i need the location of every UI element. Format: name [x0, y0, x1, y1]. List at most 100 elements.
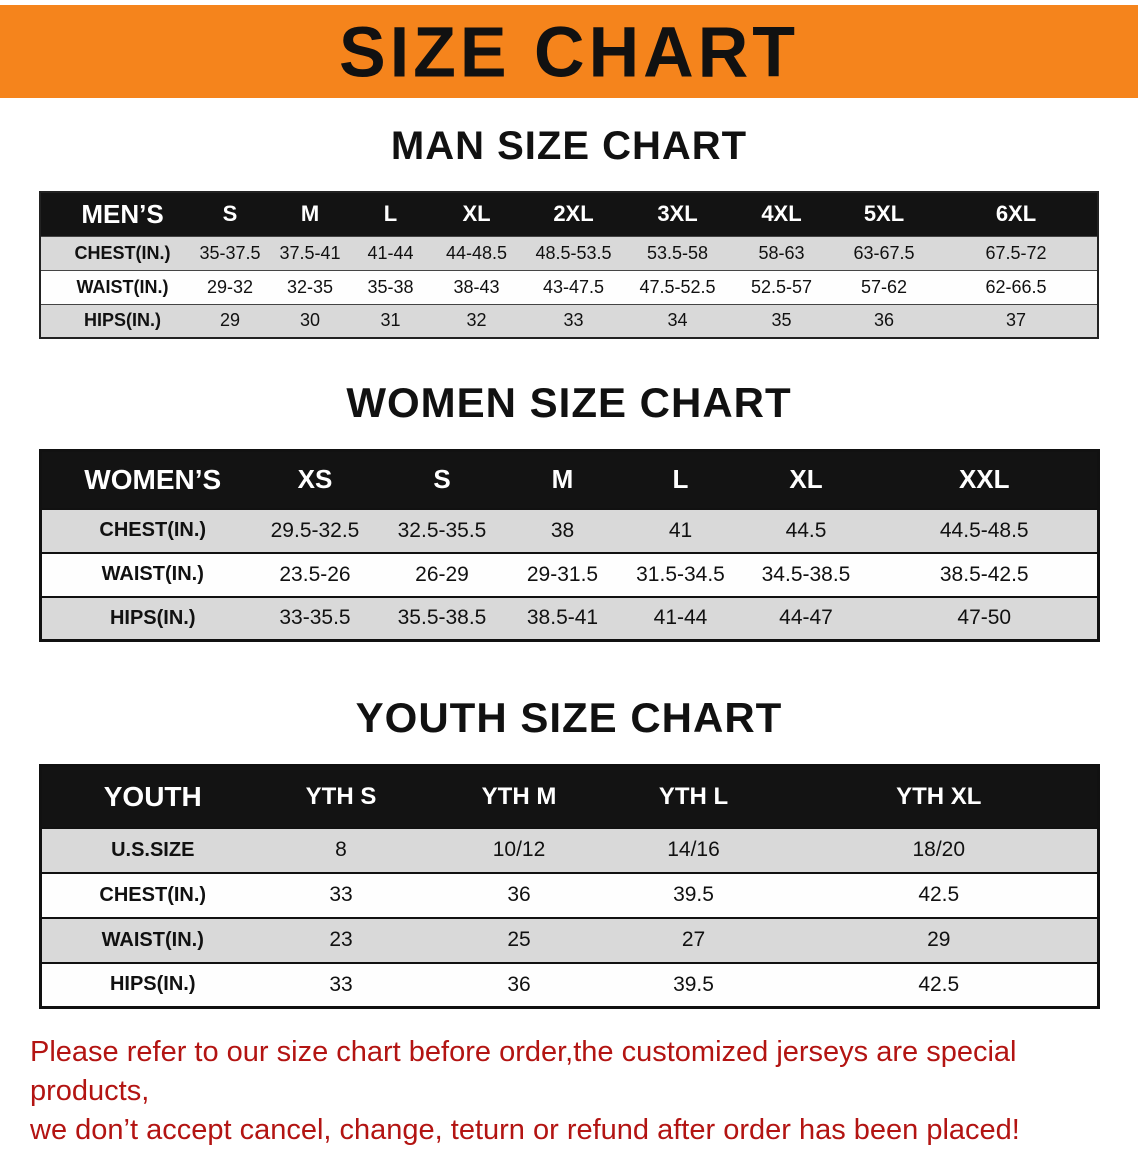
youth-size-table: YOUTH YTH S YTH M YTH L YTH XL U.S.SIZE … — [38, 764, 1100, 1009]
size-cell: 38 — [550, 518, 575, 542]
size-cell: 43-47.5 — [542, 276, 605, 297]
disclaimer-note: Please refer to our size chart before or… — [0, 1033, 1138, 1150]
size-cell: 36 — [507, 883, 531, 906]
size-cell: 33 — [329, 972, 353, 996]
size-column-header: XL — [789, 464, 823, 495]
row-label: WAIST(IN.) — [76, 276, 169, 297]
size-cell: 32 — [466, 310, 487, 331]
youth-table-title: YOUTH — [103, 780, 202, 812]
size-cell: 38-43 — [453, 276, 500, 297]
size-column-header: L — [672, 464, 689, 495]
size-cell: 29-32 — [206, 276, 254, 297]
size-cell: 33-35.5 — [279, 606, 351, 630]
page-title: SIZE CHART — [339, 11, 799, 92]
size-cell: 32.5-35.5 — [397, 518, 487, 542]
size-cell: 35-38 — [367, 276, 414, 297]
size-column-header: M — [300, 201, 320, 227]
size-cell: 38.5-41 — [526, 606, 599, 630]
women-table-title: WOMEN’S — [84, 463, 222, 495]
size-column-header: S — [433, 464, 451, 495]
size-column-header: YTH XL — [896, 782, 982, 810]
size-cell: 31 — [380, 310, 401, 331]
size-column-header: 4XL — [761, 201, 802, 227]
youth-section-heading: YOUTH SIZE CHART — [355, 694, 783, 741]
size-cell: 18/20 — [912, 838, 966, 861]
table-row-ussize: U.S.SIZE 8 10/12 14/16 18/20 — [40, 827, 1098, 873]
table-row-chest: CHEST(IN.) 35-37.5 37.5-41 41-44 44-48.5… — [40, 236, 1098, 270]
size-column-header: XXL — [958, 464, 1010, 495]
size-cell: 36 — [507, 972, 531, 996]
size-cell: 38.5-42.5 — [939, 562, 1029, 586]
men-section-heading: MAN SIZE CHART — [390, 124, 748, 168]
size-cell: 39.5 — [673, 972, 714, 996]
size-cell: 31.5-34.5 — [636, 562, 725, 586]
size-cell: 8 — [335, 838, 347, 861]
size-cell: 58-63 — [758, 242, 805, 263]
size-column-header: YTH L — [658, 782, 729, 810]
size-cell: 39.5 — [673, 883, 714, 906]
women-size-table: WOMEN’S XS S M L XL XXL CHEST(IN.) 29.5-… — [38, 449, 1100, 642]
women-section-heading: WOMEN SIZE CHART — [346, 379, 792, 426]
size-cell: 23 — [329, 928, 353, 951]
size-cell: 10/12 — [492, 838, 546, 861]
row-label: HIPS(IN.) — [109, 606, 196, 629]
size-cell: 29 — [219, 310, 241, 331]
size-cell: 41 — [668, 518, 693, 542]
row-label: CHEST(IN.) — [99, 519, 207, 541]
size-cell: 47-50 — [957, 606, 1012, 630]
size-column-header: 2XL — [553, 201, 594, 227]
youth-size-section: YOUTH SIZE CHART YOUTH YTH S YTH M YTH L… — [0, 694, 1138, 1009]
youth-table-header-row: YOUTH YTH S YTH M YTH L YTH XL — [40, 765, 1098, 828]
size-column-header: XS — [297, 464, 333, 495]
size-cell: 35-37.5 — [199, 242, 261, 263]
men-size-table: MEN’S S M L XL 2XL 3XL 4XL 5XL 6XL CHEST… — [39, 191, 1099, 339]
size-column-header: L — [383, 201, 398, 227]
size-column-header: S — [222, 201, 238, 227]
size-column-header: YTH M — [481, 782, 557, 810]
size-cell: 44-47 — [779, 606, 833, 630]
size-cell: 29-31.5 — [526, 562, 599, 586]
row-label: WAIST(IN.) — [101, 928, 204, 951]
size-cell: 27 — [681, 928, 706, 951]
size-cell: 14/16 — [667, 838, 720, 861]
size-column-header: 3XL — [657, 201, 698, 227]
row-label: CHEST(IN.) — [99, 883, 207, 906]
table-row-chest: CHEST(IN.) 33 36 39.5 42.5 — [40, 872, 1098, 918]
size-cell: 29 — [927, 928, 951, 951]
table-row-hips: HIPS(IN.) 33-35.5 35.5-38.5 38.5-41 41-4… — [40, 596, 1098, 641]
size-cell: 26-29 — [415, 562, 469, 586]
size-cell: 67.5-72 — [985, 242, 1047, 263]
size-cell: 53.5-58 — [646, 242, 709, 263]
size-cell: 57-62 — [860, 276, 908, 297]
size-cell: 44.5-48.5 — [939, 518, 1029, 542]
size-cell: 41-44 — [367, 242, 414, 263]
size-cell: 44.5 — [785, 518, 827, 542]
size-cell: 25 — [507, 928, 531, 951]
size-column-header: 5XL — [863, 201, 905, 227]
size-column-header: M — [551, 464, 574, 495]
size-cell: 33 — [563, 310, 584, 331]
size-cell: 32-35 — [286, 276, 334, 297]
table-row-waist: WAIST(IN.) 23.5-26 26-29 29-31.5 31.5-34… — [40, 552, 1098, 597]
size-cell: 33 — [329, 883, 353, 906]
men-table-title: MEN’S — [81, 198, 164, 229]
size-cell: 42.5 — [918, 972, 960, 996]
size-cell: 41-44 — [653, 606, 708, 630]
men-table-header-row: MEN’S S M L XL 2XL 3XL 4XL 5XL 6XL — [40, 192, 1098, 236]
size-column-header: YTH S — [305, 782, 377, 810]
size-cell: 23.5-26 — [279, 562, 351, 586]
size-column-header: 6XL — [995, 201, 1037, 227]
size-cell: 35.5-38.5 — [397, 606, 487, 630]
size-cell: 29.5-32.5 — [270, 518, 360, 542]
row-label: CHEST(IN.) — [74, 242, 171, 263]
table-row-hips: HIPS(IN.) 33 36 39.5 42.5 — [40, 962, 1098, 1008]
size-cell: 35 — [771, 310, 792, 331]
row-label: HIPS(IN.) — [109, 973, 196, 996]
row-label: WAIST(IN.) — [101, 563, 204, 585]
size-cell: 48.5-53.5 — [535, 242, 612, 263]
women-size-section: WOMEN SIZE CHART WOMEN’S XS S M L XL XXL… — [0, 379, 1138, 642]
size-cell: 62-66.5 — [985, 276, 1047, 297]
row-label: U.S.SIZE — [111, 838, 195, 861]
table-row-waist: WAIST(IN.) 29-32 32-35 35-38 38-43 43-47… — [40, 270, 1098, 304]
disclaimer-line-1: Please refer to our size chart before or… — [30, 1036, 1017, 1107]
